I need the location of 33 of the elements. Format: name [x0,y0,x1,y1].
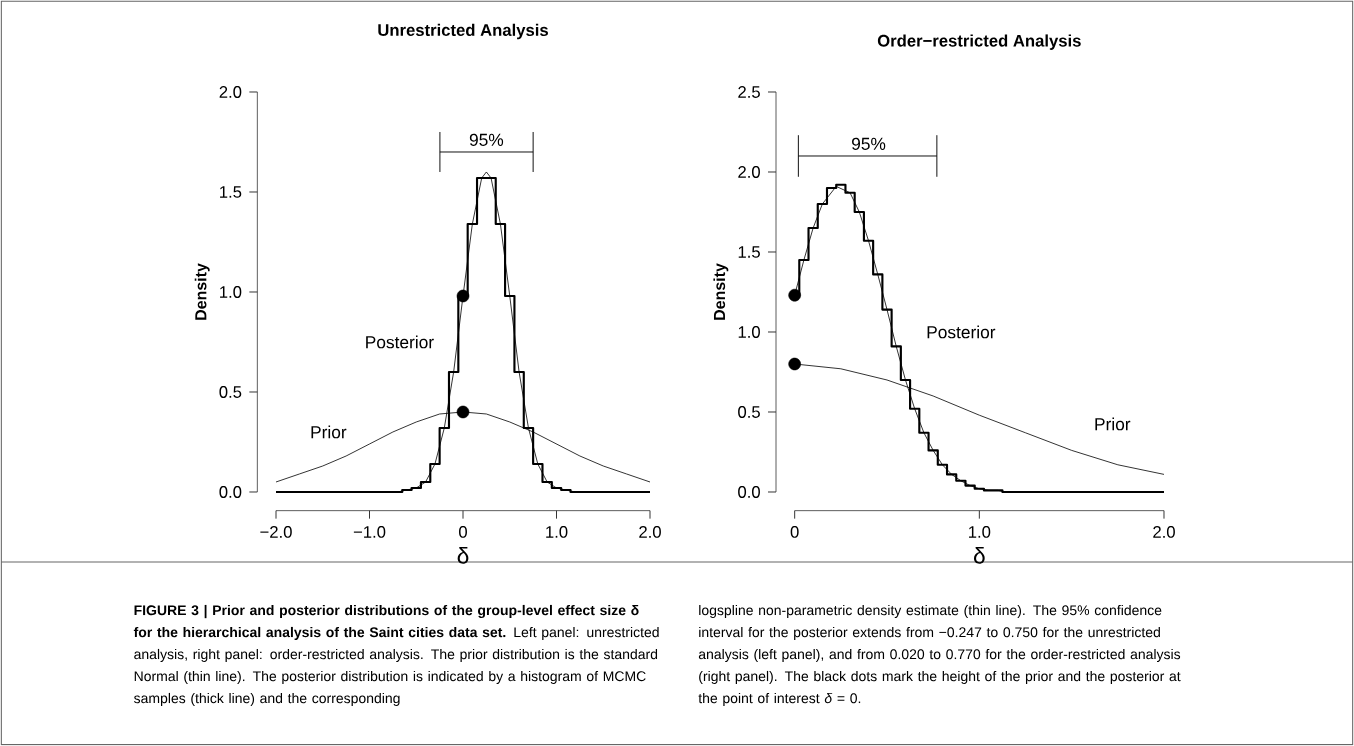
y-tick-label: 0.0 [738,486,760,498]
text: logspline non-parametric density estimate (thin line). The 95% confidence interval for the posterior extends from −0.247 to 0.750 for the unrestricted analysis (left panel), and from 0.020 to 0.770 for the order-restricted analysis (right panel). The black dots mark the height of the prior and the posterior at the point of interest δ = 0. [698,604,1181,706]
x-axis-title: δ [457,547,469,564]
chart-title: Order−restricted Analysis [877,34,1081,50]
x-tick-label: 1.0 [546,526,568,538]
series-label: Prior [1095,417,1131,431]
y-tick-label: 1.0 [220,286,242,298]
x-tick-label: −1.0 [353,526,386,538]
annotation: 95% [852,137,886,150]
y-tick-label: 2.5 [738,86,760,98]
x-tick-label: 0 [790,526,799,538]
y-tick-label: 1.5 [220,186,242,198]
y-tick-label: 0.0 [219,486,242,498]
annotation: 95% [469,133,504,146]
y-axis-title: Density [713,263,729,320]
x-tick-label: 2.0 [639,526,661,538]
chart-title: Unrestricted Analysis [378,23,548,40]
y-tick-label: 2.0 [738,166,760,178]
series-label: Posterior [927,325,996,339]
x-axis-title: δ [973,547,985,564]
text: FIGURE 3 | Prior and posterior distributions of the group-level effect size δ for the hierarchical analysis of the Saint cities data set. Left panel: unrestricted analysis, right panel: order-restricted analysis. The prior distribution is the standard Normal (thin line). The posterior distribution is indicated by a histogram of MCMC samples (thick line) and the corresponding [133,604,659,706]
series-label: Prior [311,425,347,439]
y-tick-label: 0.5 [738,406,760,418]
y-tick-label: 1.0 [738,326,760,338]
x-tick-label: −2.0 [260,526,292,538]
x-tick-label: 2.0 [1153,526,1175,538]
x-tick-label: 0 [459,526,467,538]
y-tick-label: 2.0 [219,86,242,98]
y-tick-label: 0.5 [219,386,242,398]
x-tick-label: 1.0 [969,526,991,538]
series-label: Posterior [366,335,434,349]
y-axis-title: Density [194,263,210,320]
y-tick-label: 1.5 [738,246,760,258]
